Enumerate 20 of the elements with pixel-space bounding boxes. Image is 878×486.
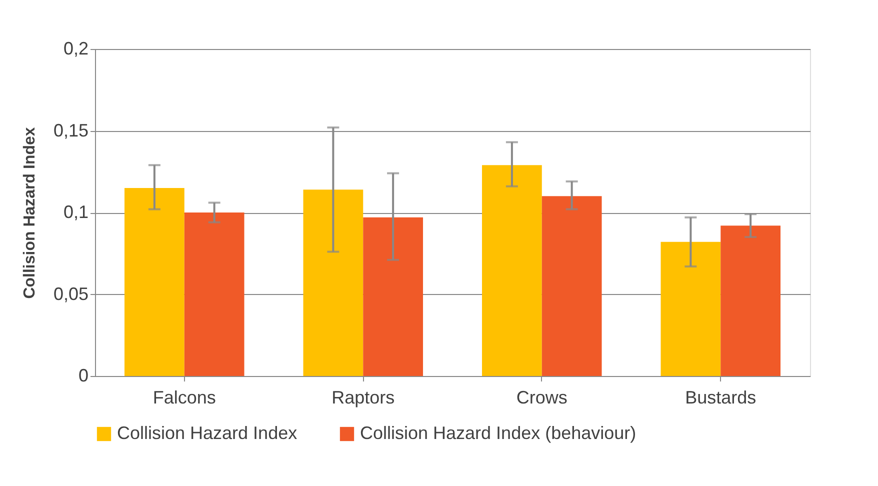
bar xyxy=(660,242,721,376)
x-tick-label: Raptors xyxy=(332,388,395,408)
y-tick-label: 0,15 xyxy=(53,120,88,140)
bar xyxy=(124,188,184,376)
bar xyxy=(542,196,602,376)
x-tick-label: Bustards xyxy=(685,388,756,408)
y-tick-label: 0 xyxy=(78,366,88,386)
bar xyxy=(184,212,244,376)
bar xyxy=(363,217,424,376)
x-tick-label: Crows xyxy=(516,388,568,408)
bar xyxy=(720,226,781,376)
y-tick-label: 0,05 xyxy=(53,284,88,304)
y-tick-label: 0,2 xyxy=(63,38,88,58)
legend-label: Collision Hazard Index (behaviour) xyxy=(360,423,636,443)
x-tick-label: Falcons xyxy=(152,388,216,408)
y-axis-title: Collision Hazard Index xyxy=(21,127,38,299)
y-tick-label: 0,1 xyxy=(63,202,88,222)
bar xyxy=(482,165,542,376)
legend-label: Collision Hazard Index xyxy=(117,423,298,443)
bar xyxy=(303,190,364,376)
